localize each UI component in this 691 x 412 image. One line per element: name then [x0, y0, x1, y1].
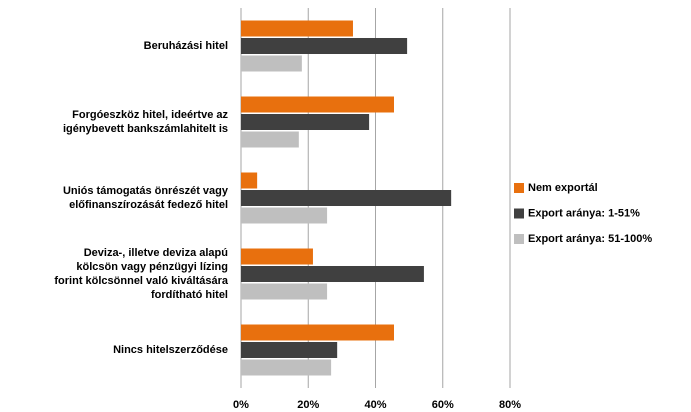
x-tick-label: 60% — [432, 399, 454, 411]
legend-label: Export aránya: 1-51% — [528, 207, 640, 219]
bar — [241, 38, 408, 54]
category-label: kölcsön vagy pénzügyi lízing — [76, 261, 228, 273]
bar — [241, 283, 328, 300]
bar — [241, 324, 394, 341]
legend-swatch — [514, 234, 524, 244]
category-label: Deviza-, illetve deviza alapú — [84, 247, 228, 259]
bar — [241, 114, 370, 130]
category-label: Beruházási hitel — [144, 40, 228, 52]
category-label: Forgóeszköz hitel, ideértve az — [72, 109, 228, 121]
legend-swatch — [514, 183, 524, 193]
x-tick-label: 40% — [364, 399, 386, 411]
legend-label: Export aránya: 51-100% — [528, 233, 652, 245]
bar — [241, 266, 424, 282]
bar — [241, 342, 338, 358]
category-label: fordítható hitel — [151, 289, 228, 301]
x-tick-label: 20% — [297, 399, 319, 411]
category-label: forint kölcsönnel való kiváltására — [54, 275, 229, 287]
bar — [241, 207, 328, 224]
legend-label: Nem exportál — [528, 182, 598, 194]
category-label: Nincs hitelszerződése — [113, 344, 228, 356]
bar — [241, 248, 313, 265]
bar — [241, 190, 452, 206]
category-label: előfinanszírozását fedező hitel — [69, 199, 228, 211]
legend-swatch — [514, 208, 524, 219]
bar — [241, 96, 394, 113]
x-tick-label: 80% — [499, 399, 521, 411]
bar — [241, 172, 258, 189]
bar — [241, 55, 302, 72]
category-label: igénybevett bankszámlahitelt is — [63, 123, 228, 135]
category-label: Uniós támogatás önrészét vagy — [63, 185, 229, 197]
bar — [241, 20, 353, 37]
bar — [241, 359, 332, 376]
x-tick-label: 0% — [233, 399, 249, 411]
bar — [241, 131, 299, 148]
